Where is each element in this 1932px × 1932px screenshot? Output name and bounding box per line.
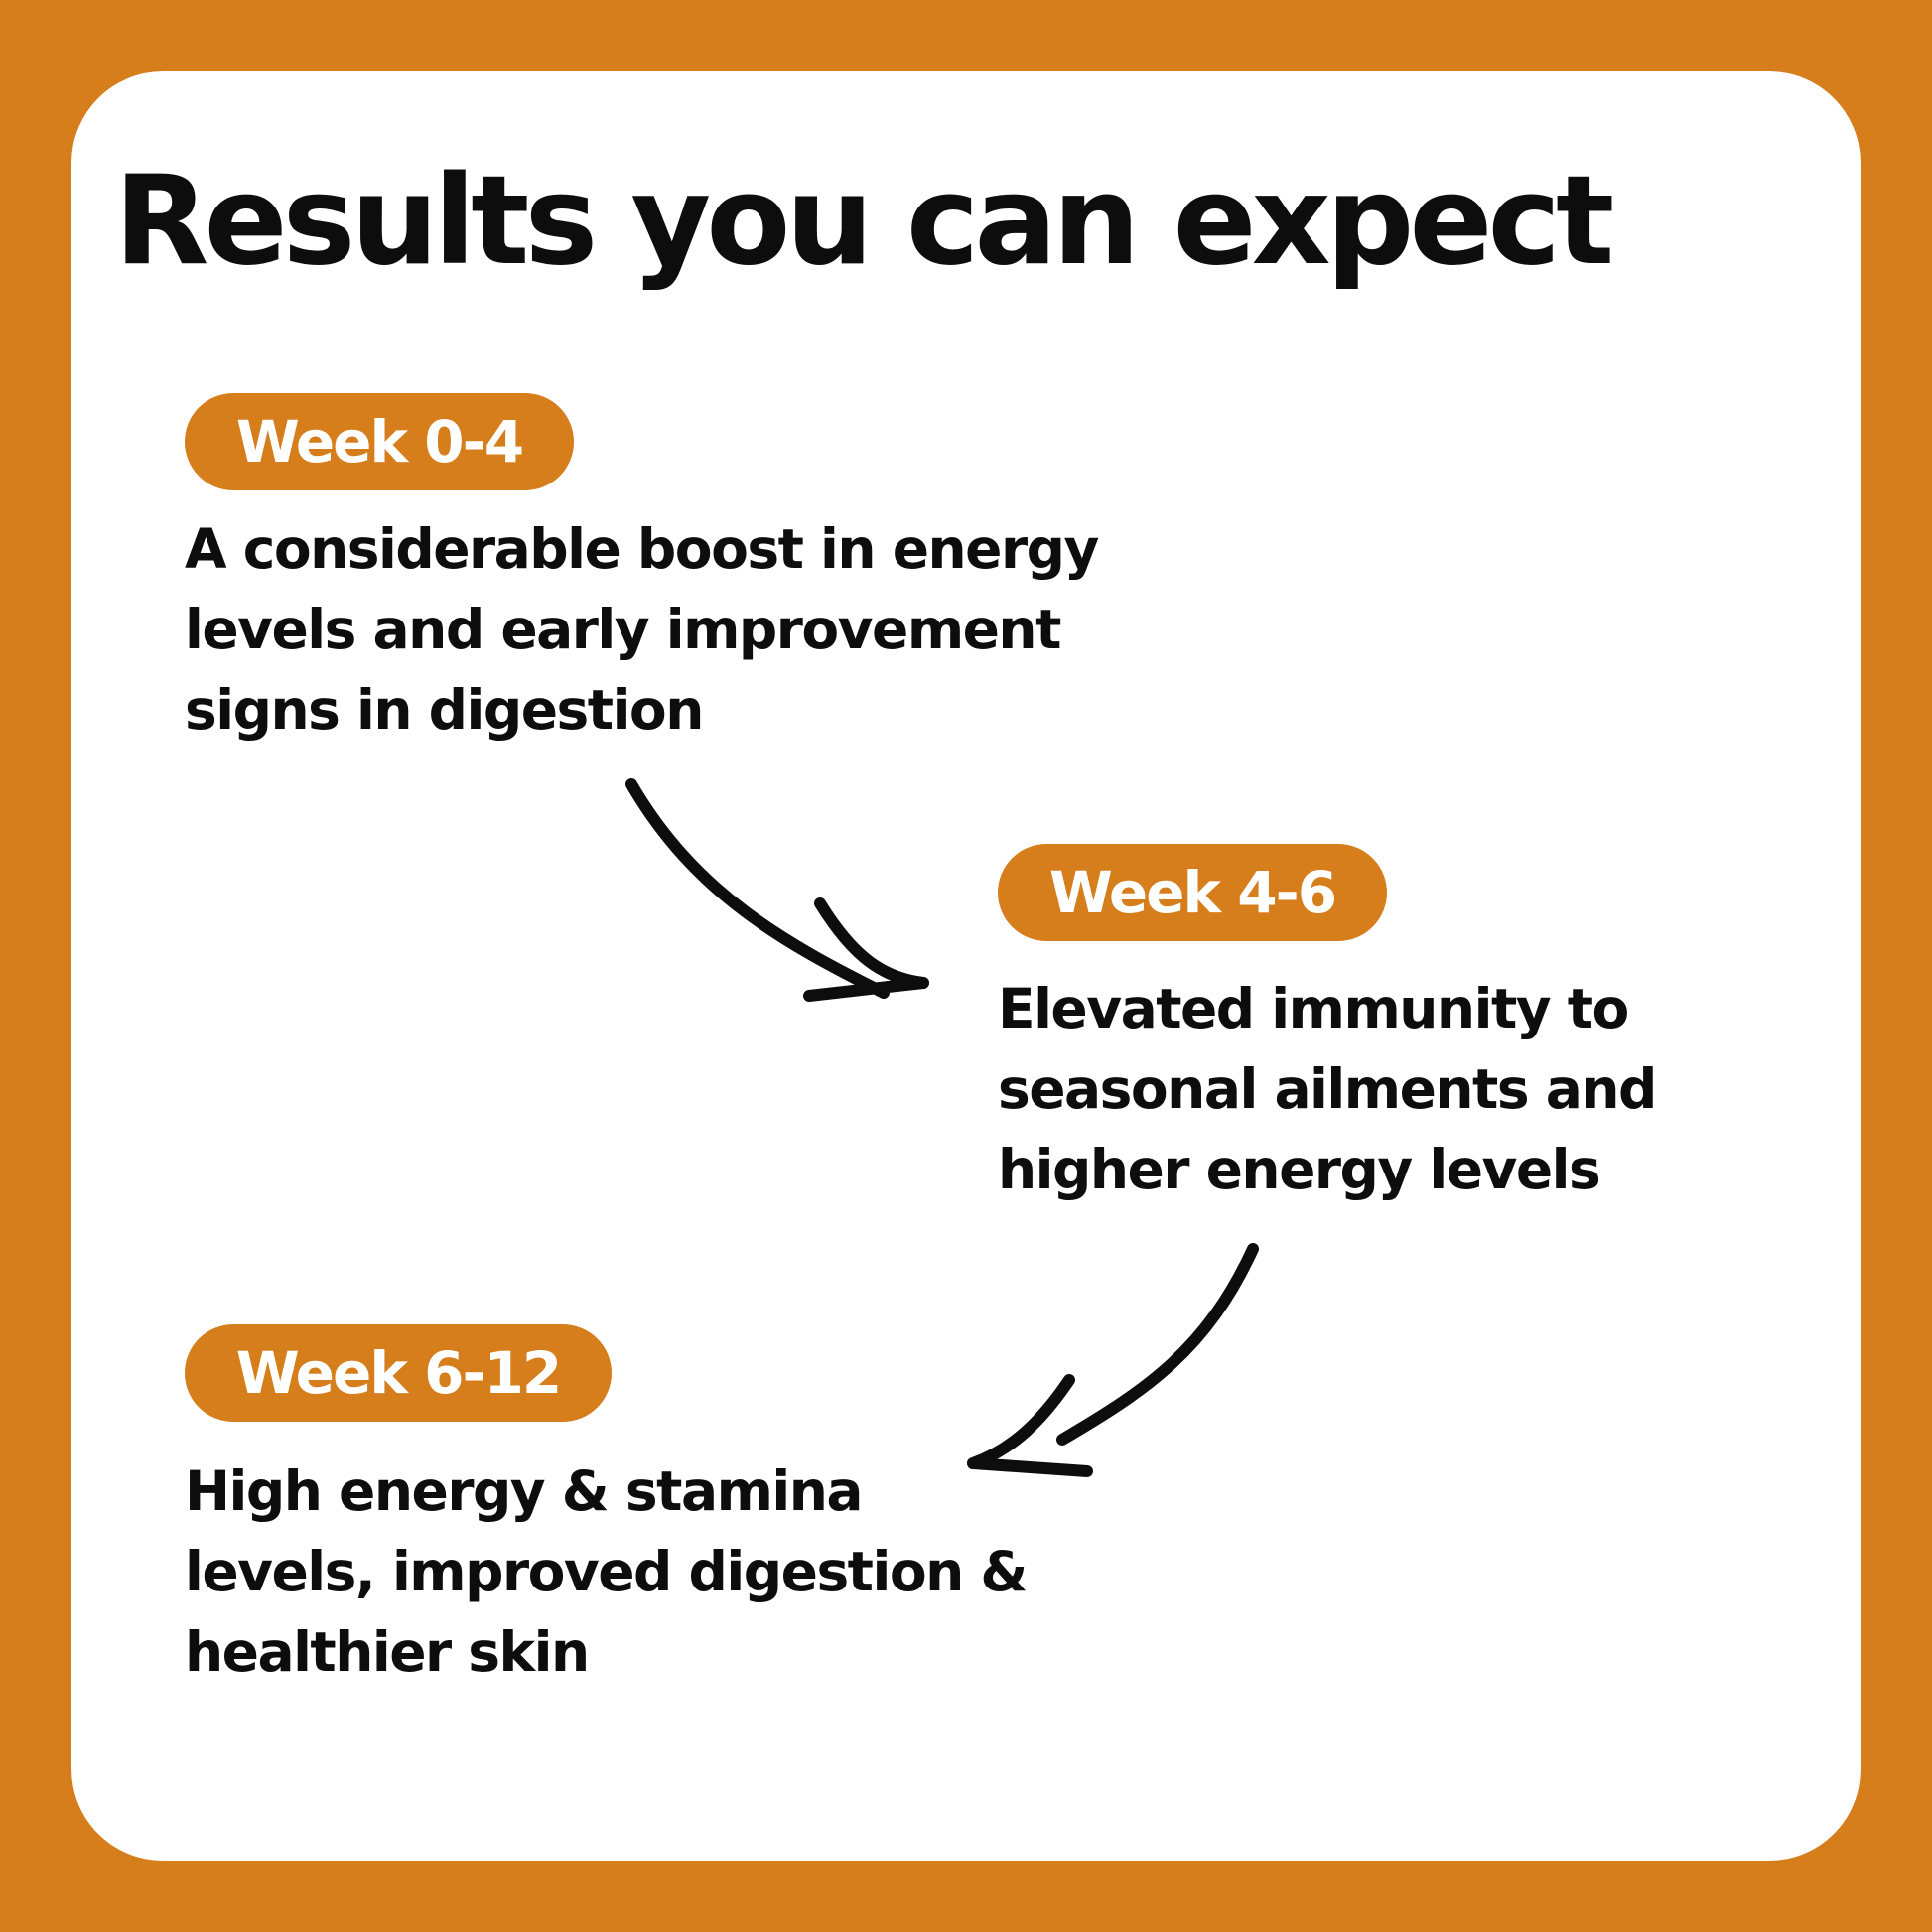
week-0-4-description: A considerable boost in energy levels an… xyxy=(185,509,1099,751)
week-6-12-badge: Week 6-12 xyxy=(185,1324,612,1422)
description-line: levels, improved digestion & xyxy=(185,1540,1028,1603)
description-line: High energy & stamina xyxy=(185,1459,863,1523)
page-title: Results you can expect xyxy=(114,150,1614,293)
description-line: seasonal ailments and xyxy=(998,1057,1657,1121)
curved-arrow-left-icon xyxy=(967,1243,1259,1477)
description-line: higher energy levels xyxy=(998,1138,1601,1201)
content-card xyxy=(71,71,1861,1861)
description-line: healthier skin xyxy=(185,1620,590,1684)
description-line: signs in digestion xyxy=(185,678,704,742)
curved-arrow-right-icon xyxy=(625,778,929,1002)
description-line: levels and early improvement xyxy=(185,598,1061,661)
week-4-6-description: Elevated immunity to seasonal ailments a… xyxy=(998,969,1657,1210)
description-line: Elevated immunity to xyxy=(998,977,1629,1040)
week-0-4-badge: Week 0-4 xyxy=(185,393,574,490)
week-6-12-description: High energy & stamina levels, improved d… xyxy=(185,1451,1028,1693)
description-line: A considerable boost in energy xyxy=(185,517,1099,581)
week-4-6-badge: Week 4-6 xyxy=(998,844,1387,941)
